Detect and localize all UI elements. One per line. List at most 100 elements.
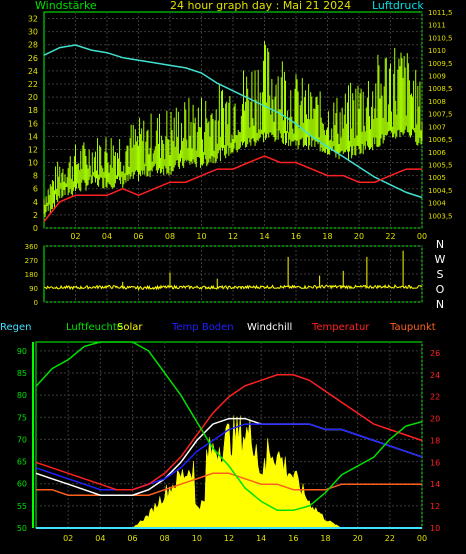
bottom-x-tick: 12 [224,534,234,543]
bottom-x-tick: 16 [288,534,298,543]
top-y-tick-right: 1006,5 [428,136,453,144]
top-y-tick-left: 28 [28,41,38,50]
chart-title: 24 hour graph day : Mai 21 2024 [170,0,351,12]
top-y-tick-right: 1007 [428,123,446,131]
mid-series [43,250,423,291]
top-y-tick-left: 30 [28,28,38,37]
mid-y-tick-left: 0 [34,299,38,307]
legend-item: Luftfeuchte [66,322,123,333]
bottom-y-tick-left: 60 [17,480,27,489]
top-right-label: Luftdruck [372,0,424,12]
top-x-tick: 14 [259,232,269,241]
temperature-line [35,374,423,491]
top-x-tick: 10 [196,232,206,241]
compass-label-n: N [436,298,444,311]
bottom-series [35,341,423,529]
pressure-line [43,44,423,199]
top-y-tick-right: 1007,5 [428,111,453,119]
top-y-tick-right: 1006 [428,149,446,157]
top-y-tick-left: 0 [33,224,38,233]
bottom-x-tick: 04 [95,534,105,543]
top-y-tick-right: 1004,5 [428,187,453,195]
top-y-tick-right: 1004 [428,200,446,208]
bottom-y-tick-right: 14 [430,480,440,489]
temperature-line [43,155,422,222]
top-y-tick-right: 1008,5 [428,85,453,93]
bottom-x-tick: 10 [192,534,202,543]
bottom-x-tick: 06 [127,534,137,543]
top-y-tick-left: 26 [28,54,38,63]
bottom-x-tick: 14 [256,534,266,543]
top-y-tick-left: 6 [33,185,38,194]
top-x-tick: 00 [417,232,427,241]
top-y-tick-left: 14 [28,132,38,141]
top-y-tick-right: 1010,5 [428,34,453,42]
top-left-label: Windstärke [35,0,97,12]
top-y-tick-left: 16 [28,119,38,128]
top-x-tick: 06 [133,232,143,241]
bottom-y-tick-left: 85 [17,369,27,378]
top-y-tick-right: 1005 [428,174,446,182]
top-x-tick: 20 [354,232,364,241]
top-y-tick-left: 22 [28,80,38,89]
top-x-ticks: 02 04 06 08 10 12 14 16 18 20 22 00 [70,232,427,241]
legend-item: Temperatur [311,322,370,333]
compass-label-w: W [435,253,446,266]
top-y-tick-right: 1005,5 [428,161,453,169]
humidity-line [35,341,423,512]
top-series [43,41,423,222]
bottom-y-tick-left: 55 [17,502,27,511]
top-x-tick: 12 [228,232,238,241]
bottom-y-tick-left: 90 [17,347,27,356]
top-y-tick-right: 1011,5 [428,9,453,17]
bottom-y-tick-right: 12 [430,502,440,511]
bottom-y-tick-left: 75 [17,413,27,422]
bottom-x-tick: 02 [63,534,73,543]
bottom-y-tick-left: 80 [17,391,27,400]
bottom-y-tick-right: 26 [430,349,440,358]
bottom-y-tick-left: 70 [17,435,27,444]
bottom-x-tick: 20 [353,534,363,543]
legend-item: Regen [0,322,32,333]
bottom-y-tick-right: 16 [430,458,440,467]
compass-label-s: S [437,268,444,281]
bottom-y-ticks-right: 10 12 14 16 18 20 22 24 26 [430,349,440,533]
bottom-y-ticks-left: 50 55 60 65 70 75 80 85 90 [17,347,27,533]
bottom-y-tick-left: 50 [17,524,27,533]
mid-y-tick-left: 360 [25,243,38,251]
wind-direction-line [43,283,423,291]
legend-item: Windchill [247,322,292,333]
bottom-panel: 50 55 60 65 70 75 80 85 90 10 12 14 16 18 20 22 24 26 02… [17,341,440,543]
top-y-tick-left: 2 [33,211,38,220]
bottom-x-ticks: 02 04 06 08 10 12 14 16 18 20 22 00 [63,534,427,543]
top-x-tick: 18 [322,232,332,241]
top-y-tick-left: 24 [28,67,38,76]
top-y-tick-right: 1008 [428,98,446,106]
bottom-x-tick: 08 [160,534,170,543]
mid-y-tick-left: 270 [25,257,38,265]
compass-label-n: N [436,238,444,251]
top-y-tick-right: 1009 [428,73,446,81]
top-y-tick-left: 18 [28,106,38,115]
top-y-tick-left: 12 [28,145,38,154]
top-x-tick: 16 [291,232,301,241]
bottom-x-tick: 00 [417,534,427,543]
bottom-y-tick-right: 10 [430,524,440,533]
top-x-tick: 04 [102,232,112,241]
top-y-tick-right: 1011 [428,22,446,30]
bottom-y-tick-right: 20 [430,415,440,424]
top-x-tick: 02 [70,232,80,241]
bottom-y-tick-right: 22 [430,393,440,402]
bottom-x-tick: 22 [385,534,395,543]
mid-y-ticks-left: 0 90 180 270 360 [25,243,38,307]
mid-y-tick-left: 180 [25,271,38,279]
legend-item: Solar [117,322,143,333]
top-y-ticks-right: 1003,5 1004 1004,5 1005 1005,5 1006 1006,5 1007… [428,9,453,220]
top-x-tick: 22 [385,232,395,241]
legend-item: Temp Boden [171,322,234,333]
